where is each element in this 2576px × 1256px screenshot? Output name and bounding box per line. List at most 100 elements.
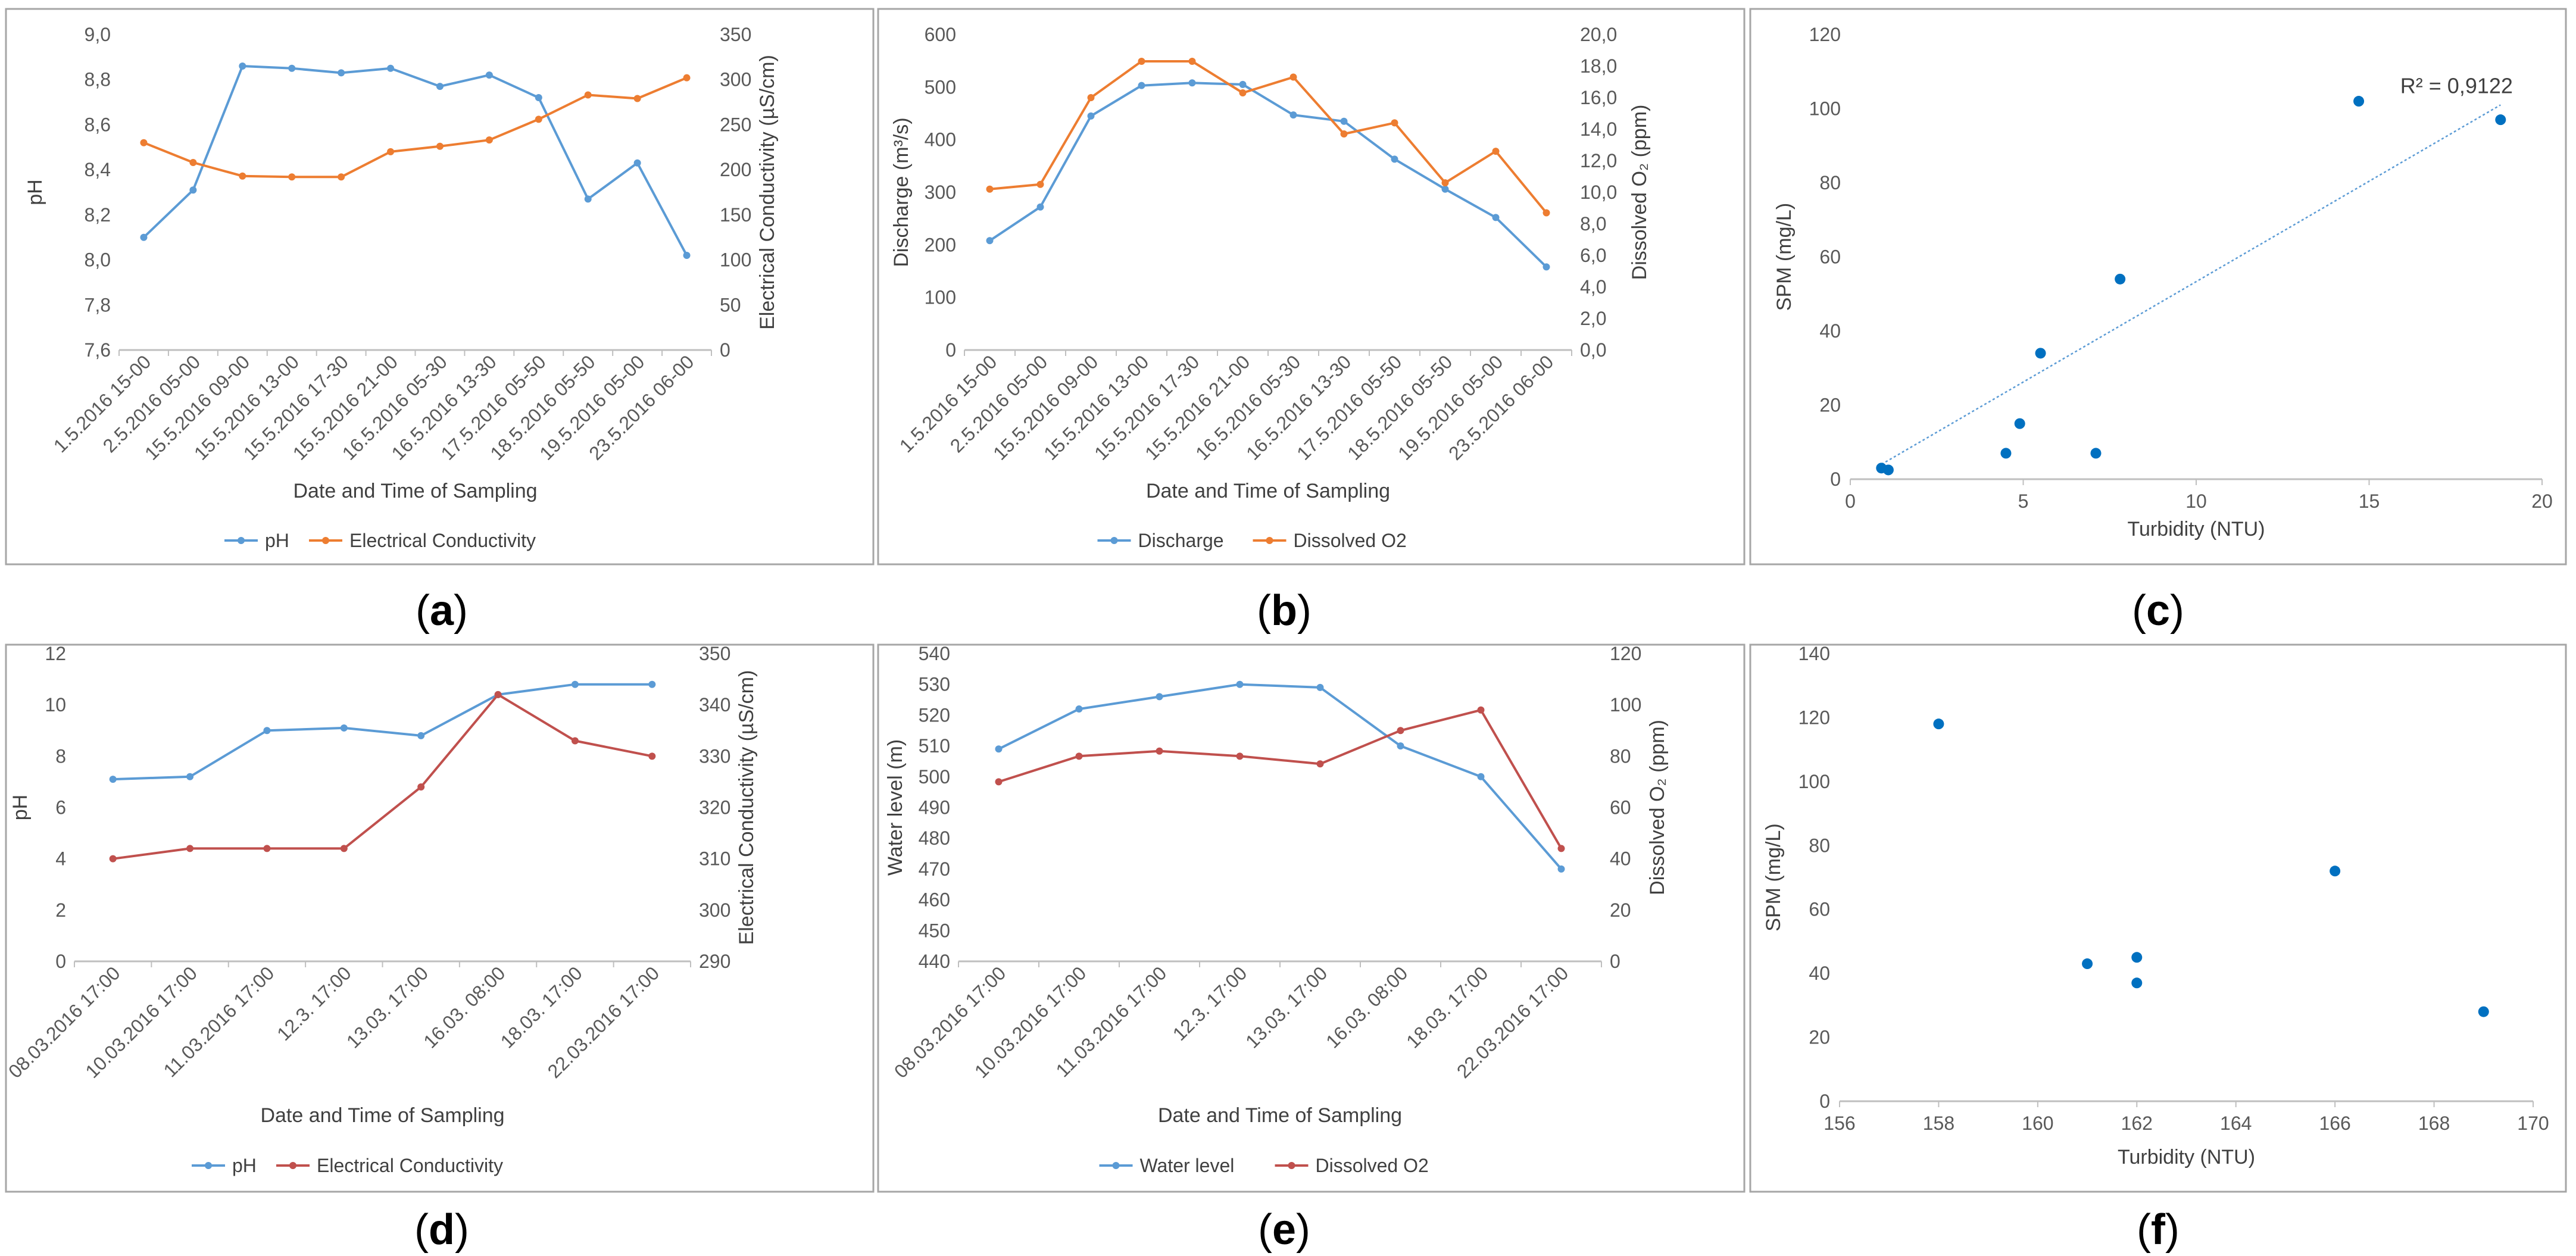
y-left-tick-label: 8,0 bbox=[85, 249, 111, 271]
series-0-point-7 bbox=[485, 71, 493, 79]
series-0-point-0 bbox=[140, 233, 148, 241]
panel-label-close: ) bbox=[455, 1206, 469, 1254]
y-left-tick-label: 450 bbox=[919, 920, 950, 941]
y-right-axis-title: Dissolved O₂ (ppm) bbox=[1646, 720, 1669, 895]
x-tick-label: 5 bbox=[2018, 490, 2029, 512]
scatter-point-2 bbox=[2000, 448, 2012, 459]
y-left-tick-label: 8,2 bbox=[85, 204, 111, 226]
panel-label-letter: e bbox=[1272, 1206, 1296, 1254]
panel-label-letter: c bbox=[2146, 587, 2170, 635]
y-right-tick-label: 290 bbox=[699, 951, 730, 972]
legend-marker-1 bbox=[289, 1162, 296, 1169]
series-1-point-6 bbox=[1477, 706, 1485, 714]
panel-label-b: (b) bbox=[1257, 587, 1312, 635]
scatter-point-2 bbox=[2131, 952, 2143, 963]
x-tick-label: 166 bbox=[2319, 1113, 2350, 1134]
series-1-point-9 bbox=[584, 91, 592, 99]
series-0-point-5 bbox=[1397, 742, 1404, 750]
y-right-tick-label: 350 bbox=[720, 24, 751, 45]
y-right-tick-label: 18,0 bbox=[1580, 55, 1617, 77]
y-left-tick-label: 7,8 bbox=[85, 294, 111, 315]
series-1-point-7 bbox=[1557, 845, 1565, 852]
legend: pH Electrical Conductivity bbox=[224, 530, 536, 551]
y-left-tick-label: 490 bbox=[919, 797, 950, 818]
x-tick-label: 0 bbox=[1845, 490, 1856, 512]
y-left-tick-label: 300 bbox=[925, 182, 956, 203]
y-left-tick-label: 0 bbox=[55, 951, 66, 972]
y-right-tick-label: 10,0 bbox=[1580, 182, 1617, 203]
y-left-tick-label: 530 bbox=[919, 674, 950, 695]
chart-frame-a bbox=[5, 8, 875, 565]
series-1-point-8 bbox=[1391, 119, 1398, 127]
series-1-point-0 bbox=[986, 185, 994, 193]
legend-label-1: Dissolved O2 bbox=[1294, 530, 1407, 551]
series-0-point-1 bbox=[1075, 705, 1083, 713]
series-1-point-5 bbox=[387, 148, 395, 155]
series-line-1 bbox=[989, 60, 1548, 214]
x-tick-label: 15 bbox=[2359, 490, 2380, 512]
y-right-tick-label: 100 bbox=[720, 249, 751, 271]
series-0-point-9 bbox=[1441, 185, 1449, 193]
y-tick-label: 60 bbox=[1819, 246, 1841, 268]
legend: Water level Dissolved O2 bbox=[1099, 1155, 1429, 1176]
series-0-point-6 bbox=[1289, 111, 1297, 119]
y-right-tick-label: 350 bbox=[699, 643, 730, 664]
series-0-point-7 bbox=[1340, 117, 1348, 125]
y-tick-label: 120 bbox=[1809, 24, 1841, 45]
y-right-tick-label: 14,0 bbox=[1580, 118, 1617, 140]
legend-marker-0 bbox=[1110, 537, 1118, 544]
panel-label-close: ) bbox=[1296, 1206, 1310, 1254]
y-left-tick-label: 9,0 bbox=[85, 24, 111, 45]
series-1-point-2 bbox=[1156, 747, 1163, 755]
series-0-point-6 bbox=[1477, 773, 1485, 780]
series-1-point-9 bbox=[1441, 179, 1449, 187]
series-line-0 bbox=[989, 82, 1547, 268]
y-left-tick-label: 540 bbox=[919, 643, 950, 664]
scatter-point-1 bbox=[2082, 958, 2093, 970]
y-right-tick-label: 50 bbox=[720, 294, 741, 315]
legend-label-0: Discharge bbox=[1138, 530, 1224, 551]
series-0-point-7 bbox=[648, 680, 656, 688]
series-1-point-3 bbox=[288, 173, 296, 181]
series-0-point-7 bbox=[1557, 865, 1565, 873]
y-right-tick-label: 100 bbox=[1610, 694, 1641, 716]
y-left-tick-label: 520 bbox=[919, 704, 950, 726]
series-1-point-5 bbox=[494, 691, 502, 698]
legend-label-0: pH bbox=[232, 1155, 257, 1176]
y-tick-label: 80 bbox=[1819, 172, 1841, 193]
scatter-point-3 bbox=[2131, 977, 2143, 989]
scatter-point-4 bbox=[2330, 866, 2341, 877]
x-axis-title: Date and Time of Sampling bbox=[260, 1104, 504, 1127]
legend-label-0: pH bbox=[265, 530, 289, 551]
series-1-point-6 bbox=[1289, 73, 1297, 81]
chart-f: 0 20 40 60 80 100 120 140 156 158 160 162 164 166 168 1… bbox=[1762, 643, 2549, 1168]
x-tick-label: 158 bbox=[1923, 1113, 1954, 1134]
x-axis-title: Date and Time of Sampling bbox=[1158, 1104, 1402, 1127]
series-1-point-2 bbox=[263, 845, 271, 852]
series-0-point-2 bbox=[239, 63, 246, 70]
y-left-tick-label: 500 bbox=[925, 76, 956, 98]
series-0-point-9 bbox=[584, 195, 592, 203]
chart-c: 0 20 40 60 80 100 120 0 5 10 15 20 SPM (mg/L) Turbidi… bbox=[1773, 24, 2553, 540]
series-1-point-3 bbox=[340, 845, 348, 852]
panel-label-open: ( bbox=[2137, 1206, 2151, 1254]
panel-label-letter: f bbox=[2151, 1206, 2166, 1254]
y-right-tick-label: 0 bbox=[1610, 951, 1620, 972]
panel-label-letter: b bbox=[1271, 587, 1297, 635]
series-0-point-2 bbox=[1087, 112, 1095, 120]
x-tick-label: 168 bbox=[2418, 1113, 2450, 1134]
series-line-0 bbox=[998, 683, 1563, 870]
y-tick-label: 100 bbox=[1798, 771, 1830, 792]
y-right-tick-label: 200 bbox=[720, 159, 751, 180]
y-right-tick-label: 0 bbox=[720, 339, 730, 361]
legend-label-0: Water level bbox=[1140, 1155, 1235, 1176]
y-right-tick-label: 310 bbox=[699, 848, 730, 870]
panel-label-letter: d bbox=[429, 1206, 455, 1254]
legend-label-1: Dissolved O2 bbox=[1316, 1155, 1429, 1176]
series-1-point-11 bbox=[683, 74, 691, 82]
series-0-point-6 bbox=[436, 83, 444, 90]
y-right-axis-title: Dissolved O₂ (ppm) bbox=[1628, 105, 1651, 280]
scatter-point-3 bbox=[2014, 418, 2025, 429]
x-tick-label: 10 bbox=[2185, 490, 2207, 512]
